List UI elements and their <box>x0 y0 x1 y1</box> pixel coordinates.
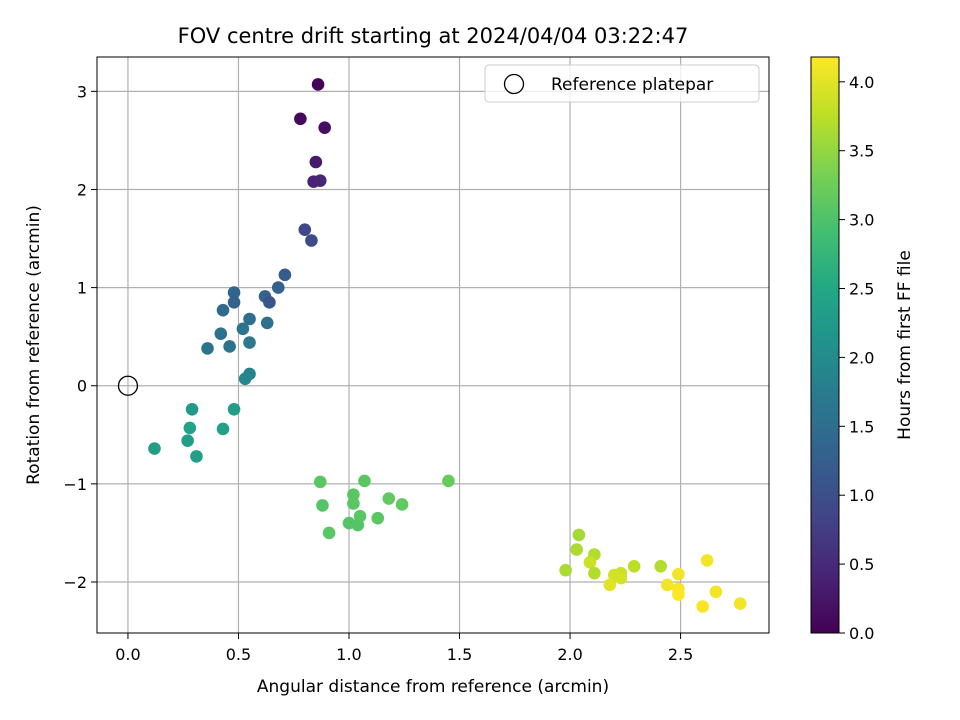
x-tick-label: 2.0 <box>557 645 582 664</box>
scatter-point <box>347 497 360 510</box>
scatter-point <box>278 268 292 282</box>
x-tick-label: 0.0 <box>115 645 140 664</box>
y-tick-label: 2 <box>77 180 87 199</box>
scatter-point <box>148 442 161 455</box>
y-tick-label: 1 <box>77 279 87 298</box>
y-axis-label: Rotation from reference (arcmin) <box>24 205 44 485</box>
legend-entry: Reference platepar <box>551 75 713 95</box>
scatter-point <box>709 585 723 599</box>
scatter-point <box>313 174 327 187</box>
x-axis-label: Angular distance from reference (arcmin) <box>257 677 609 697</box>
scatter-point <box>260 316 274 330</box>
scatter-point <box>236 322 250 336</box>
scatter-point <box>442 474 455 488</box>
scatter-point <box>201 342 214 355</box>
y-tick-label: −1 <box>63 475 87 494</box>
colorbar <box>810 56 840 634</box>
scatter-point <box>223 340 236 353</box>
scatter-point <box>185 402 199 416</box>
x-axis-ticks: 0.0 0.5 1.0 1.5 2.0 2.5 <box>115 633 693 664</box>
scatter-point <box>382 492 396 505</box>
scatter-point <box>588 566 601 580</box>
colorbar-tick-label: 2.5 <box>849 280 874 299</box>
colorbar-tick-label: 1.5 <box>849 417 874 436</box>
legend: Reference platepar <box>484 64 760 103</box>
scatter-point <box>358 474 371 488</box>
scatter-point <box>371 511 385 525</box>
scatter-point <box>672 588 685 602</box>
scatter-point <box>243 312 256 326</box>
scatter-point <box>696 600 709 613</box>
x-tick-label: 2.5 <box>668 645 693 664</box>
y-tick-label: 3 <box>77 82 87 101</box>
scatter-point <box>181 434 194 447</box>
scatter-point <box>316 499 329 512</box>
chart-title: FOV centre drift starting at 2024/04/04 … <box>178 24 689 48</box>
colorbar-tick-label: 3.5 <box>849 142 874 161</box>
legend-box <box>484 64 760 103</box>
scatter-points <box>148 78 747 613</box>
scatter-point <box>216 303 230 317</box>
colorbar-tick-label: 1.0 <box>849 486 874 505</box>
reference-layer <box>117 375 139 396</box>
scatter-point <box>183 421 197 435</box>
scatter-point <box>570 543 583 556</box>
scatter-point <box>672 567 685 581</box>
scatter-point <box>294 112 307 126</box>
reference-platepar-marker <box>117 375 139 396</box>
scatter-point <box>214 327 228 341</box>
scatter-point <box>216 422 230 436</box>
scatter-point <box>351 518 365 532</box>
scatter-point <box>318 121 331 134</box>
colorbar-ticks: 0.0 0.5 1.0 1.5 2.0 2.5 3.0 3.5 4.0 <box>839 73 874 643</box>
scatter-point <box>190 450 203 463</box>
colorbar-tick-label: 4.0 <box>849 73 874 92</box>
scatter-point <box>614 571 628 585</box>
scatter-point <box>243 336 256 349</box>
scatter-point <box>227 402 241 416</box>
scatter-point <box>263 296 276 309</box>
scatter-point <box>311 78 325 91</box>
x-tick-label: 1.5 <box>447 645 472 664</box>
scatter-point <box>733 597 747 610</box>
scatter-point <box>654 559 667 573</box>
colorbar-tick-label: 2.0 <box>849 348 874 367</box>
x-tick-label: 0.5 <box>226 645 251 664</box>
scatter-point <box>271 281 285 294</box>
scatter-point <box>559 563 572 577</box>
scatter-point <box>700 554 714 567</box>
plot-frame <box>96 56 770 634</box>
x-tick-label: 1.0 <box>336 645 361 664</box>
scatter-point <box>603 578 617 592</box>
scatter-point <box>313 475 327 489</box>
scatter-point <box>298 223 312 237</box>
legend-marker <box>503 73 525 95</box>
scatter-point <box>347 488 360 501</box>
scatter-point <box>627 559 641 573</box>
scatter-point <box>227 296 241 309</box>
scatter-point <box>305 234 318 247</box>
colorbar-label: Hours from first FF file <box>895 250 915 440</box>
scatter-point <box>572 528 586 542</box>
scatter-point <box>309 155 323 169</box>
scatter-point <box>583 556 597 569</box>
scatter-point <box>322 526 336 540</box>
y-tick-label: −2 <box>63 573 87 592</box>
scatter-point <box>238 372 252 386</box>
colorbar-tick-label: 0.0 <box>849 624 874 643</box>
grid-lines <box>97 57 769 633</box>
scatter-point <box>227 286 241 299</box>
y-tick-label: 0 <box>77 377 87 396</box>
colorbar-tick-label: 3.0 <box>849 211 874 230</box>
scatter-point <box>661 578 674 592</box>
y-axis-ticks: −2 −1 0 1 2 3 <box>63 82 97 592</box>
scatter-point <box>395 498 409 511</box>
colorbar-tick-label: 0.5 <box>849 555 874 574</box>
